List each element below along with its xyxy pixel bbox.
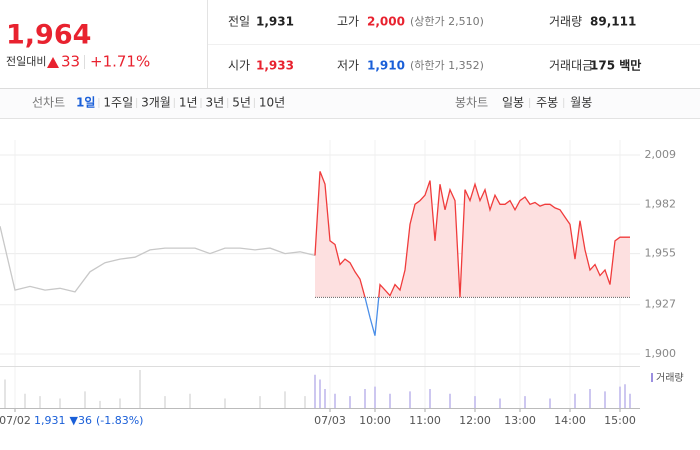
candle-tab[interactable]: 주봉 bbox=[536, 96, 558, 110]
tab-group-label: 선차트 bbox=[32, 96, 65, 110]
period-tab[interactable]: 1일 bbox=[76, 96, 95, 110]
stat-label: 거래량 bbox=[549, 15, 582, 29]
volume-bar bbox=[499, 398, 501, 408]
period-tab[interactable]: 3개월 bbox=[141, 96, 171, 110]
volume-bar bbox=[374, 386, 376, 408]
volume-bar bbox=[224, 398, 226, 408]
stat-label: 전일 bbox=[228, 15, 250, 29]
stat-label: 저가 bbox=[337, 59, 359, 73]
x-tick-label: 11:00 bbox=[409, 414, 441, 427]
period-tab[interactable]: 1주일 bbox=[103, 96, 133, 110]
volume-bar bbox=[474, 396, 476, 408]
up-icon bbox=[47, 57, 59, 68]
stat-label: 고가 bbox=[337, 15, 359, 29]
legend-label: 거래량 bbox=[656, 372, 684, 384]
volume-bar bbox=[619, 386, 621, 408]
change: 33 bbox=[61, 53, 80, 71]
stat-value: 1,910 bbox=[367, 59, 405, 73]
stat-note: (하한가 1,352) bbox=[410, 58, 484, 72]
volume-bar bbox=[349, 396, 351, 408]
y-tick-label: 1,982 bbox=[645, 197, 677, 210]
prior-day-info: (-1.83%) bbox=[96, 414, 144, 427]
price: 1,964 bbox=[6, 20, 91, 51]
volume-bar bbox=[449, 393, 451, 408]
stat-value: 175 백만 bbox=[590, 58, 641, 73]
volume-bar bbox=[119, 398, 121, 408]
y-tick-label: 2,009 bbox=[645, 148, 677, 161]
period-tab[interactable]: 1년 bbox=[179, 96, 198, 110]
stat-value: 89,111 bbox=[590, 15, 636, 29]
candle-tab[interactable]: 월봉 bbox=[570, 96, 592, 110]
volume-bar bbox=[574, 393, 576, 408]
volume-bar bbox=[429, 389, 431, 408]
volume-bar bbox=[59, 398, 61, 408]
period-tab[interactable]: 5년 bbox=[232, 96, 251, 110]
change-pct: +1.71% bbox=[90, 53, 150, 71]
stat-value: 2,000 bbox=[367, 15, 405, 29]
x-tick-label: 07/02 bbox=[0, 414, 31, 427]
volume-bar bbox=[409, 391, 411, 408]
volume-bar bbox=[99, 400, 101, 408]
x-tick-label: 10:00 bbox=[359, 414, 391, 427]
stat-value: 1,931 bbox=[256, 15, 294, 29]
x-tick-label: 13:00 bbox=[504, 414, 536, 427]
volume-bar bbox=[364, 389, 366, 408]
prior-day-info: ▼36 bbox=[70, 414, 92, 427]
stat-value: 1,933 bbox=[256, 59, 294, 73]
x-tick-label: 07/03 bbox=[314, 414, 346, 427]
volume-bar bbox=[589, 389, 591, 408]
tab-group-label: 봉차트 bbox=[455, 96, 488, 110]
change-label: 전일대비 bbox=[6, 54, 46, 68]
volume-bar bbox=[389, 393, 391, 408]
prior-line bbox=[0, 226, 316, 293]
volume-bar bbox=[604, 391, 606, 408]
prior-day-info: 1,931 bbox=[34, 414, 66, 427]
period-tab[interactable]: 10년 bbox=[259, 96, 285, 110]
volume-bar bbox=[324, 389, 326, 408]
volume-bar bbox=[259, 396, 261, 408]
tab-bar bbox=[0, 89, 700, 118]
volume-bar bbox=[319, 379, 321, 408]
volume-bar bbox=[314, 374, 316, 408]
volume-bar bbox=[549, 398, 551, 408]
volume-bar bbox=[334, 393, 336, 408]
volume-bar bbox=[164, 396, 166, 408]
y-tick-label: 1,900 bbox=[645, 347, 677, 360]
candle-tab[interactable]: 일봉 bbox=[502, 96, 524, 110]
stat-note: (상한가 2,510) bbox=[410, 15, 484, 28]
volume-bar bbox=[524, 396, 526, 408]
volume-bar bbox=[624, 384, 626, 408]
legend-swatch bbox=[651, 373, 653, 382]
volume-bar bbox=[189, 393, 191, 408]
volume-bar bbox=[24, 393, 26, 408]
stat-label: 거래대금 bbox=[549, 59, 593, 73]
volume-bar bbox=[284, 391, 286, 408]
volume-bar bbox=[629, 393, 631, 408]
x-tick-label: 14:00 bbox=[554, 414, 586, 427]
y-tick-label: 1,955 bbox=[645, 247, 677, 260]
x-tick-label: 12:00 bbox=[459, 414, 491, 427]
volume-bar bbox=[304, 396, 306, 408]
stat-label: 시가 bbox=[228, 59, 250, 73]
period-tab[interactable]: 3년 bbox=[206, 96, 225, 110]
volume-bar bbox=[84, 391, 86, 408]
volume-bar bbox=[39, 396, 41, 408]
area bbox=[315, 171, 630, 298]
y-tick-label: 1,927 bbox=[645, 298, 677, 311]
price-line bbox=[314, 171, 630, 298]
x-tick-label: 15:00 bbox=[604, 414, 636, 427]
volume-bar bbox=[4, 379, 6, 408]
price-line-down bbox=[364, 297, 461, 336]
volume-bar bbox=[139, 370, 141, 408]
